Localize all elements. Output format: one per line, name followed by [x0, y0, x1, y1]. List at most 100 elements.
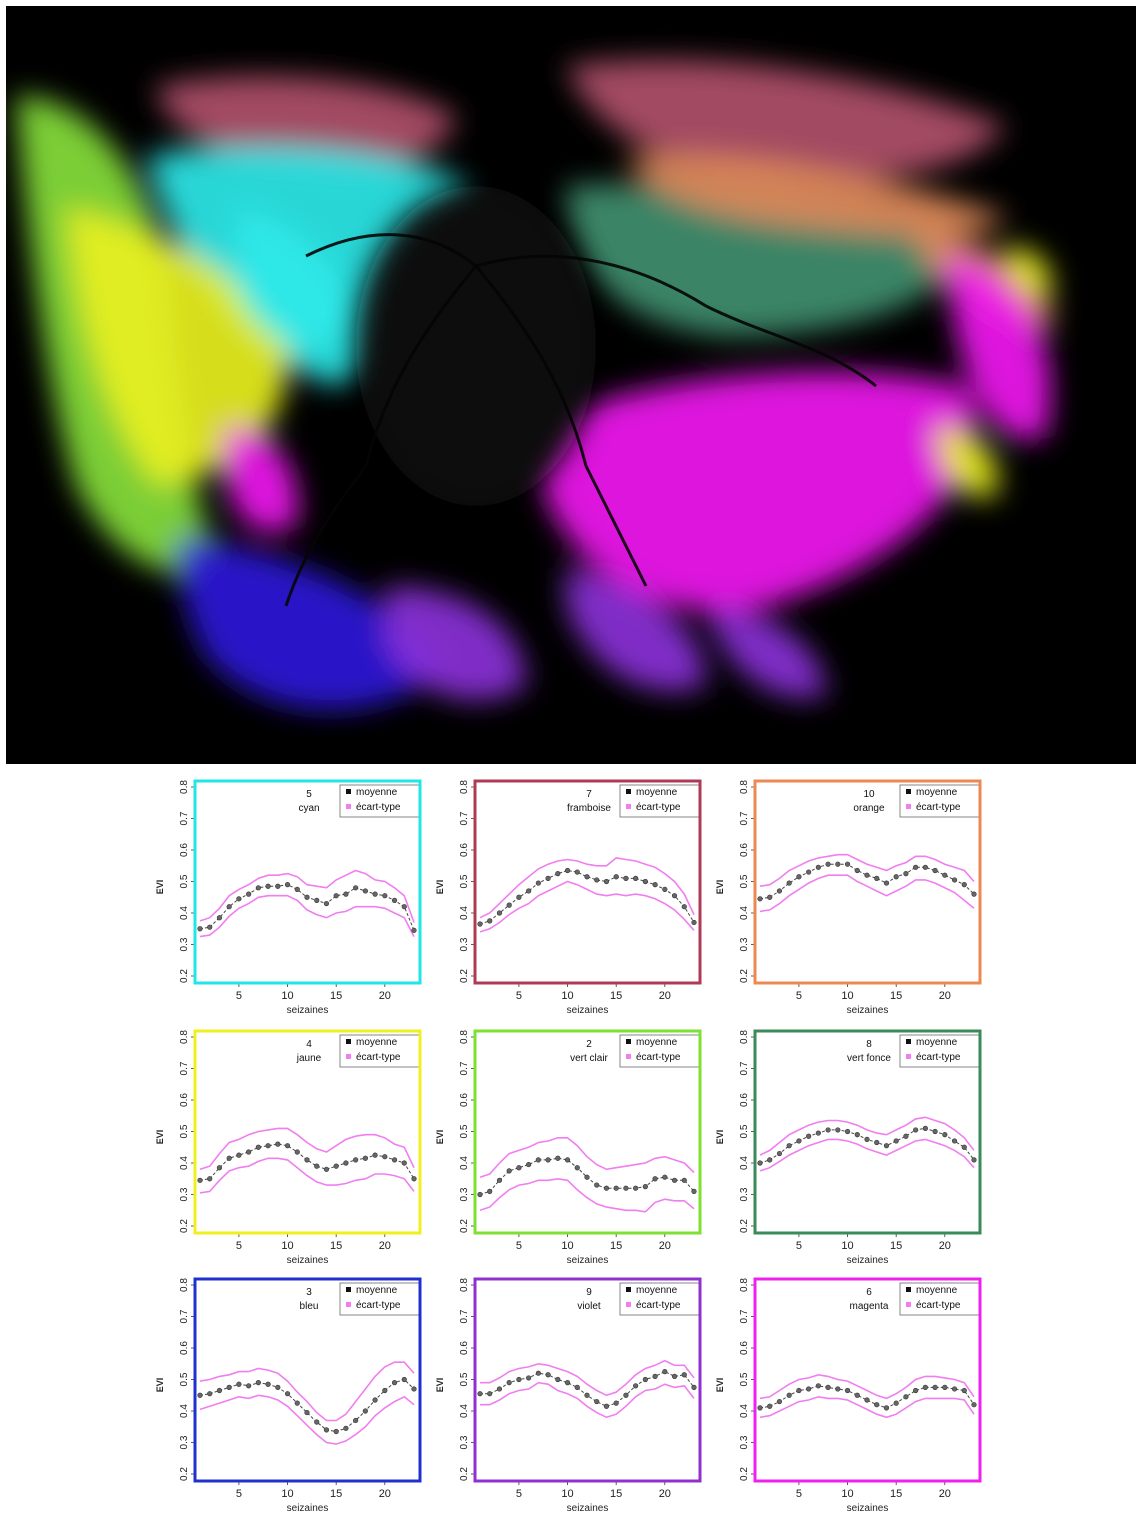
mean-point [314, 1163, 320, 1169]
mean-point [922, 1125, 928, 1131]
mean-point [767, 894, 773, 900]
map-region-jaune [66, 206, 288, 486]
mean-point [265, 1381, 271, 1387]
mean-point [594, 1182, 600, 1188]
mean-point [786, 880, 792, 886]
mean-point [197, 1392, 203, 1398]
cluster-number: 2 [586, 1039, 592, 1050]
map-region-framboise [566, 59, 1006, 180]
panel-frame [473, 1277, 702, 1483]
legend-box [899, 1282, 981, 1316]
y-tick-label: 0.3 [739, 1435, 750, 1449]
mean-point [496, 1386, 503, 1392]
sd-upper-line [199, 869, 415, 923]
map-region-violet [566, 566, 706, 692]
mean-point [555, 1376, 561, 1383]
mean-point [372, 1397, 378, 1403]
mean-point [506, 902, 512, 908]
y-tick-label: 0.6 [739, 1341, 750, 1355]
mean-point [343, 1160, 349, 1166]
cluster-color-name: cyan [298, 803, 319, 814]
mean-point [275, 883, 281, 889]
mean-point [362, 1408, 368, 1414]
mean-line [480, 1371, 695, 1407]
mean-point [255, 885, 261, 891]
mean-point [284, 1391, 291, 1397]
mean-point [815, 1130, 821, 1136]
mean-point [603, 878, 610, 885]
mean-point [633, 875, 639, 881]
mean-line [199, 1378, 415, 1433]
mean-point [584, 1174, 590, 1180]
mean-point [535, 1157, 541, 1163]
y-tick-label: 0.7 [179, 1061, 190, 1075]
legend-box [899, 1034, 981, 1068]
y-tick-label: 0.3 [739, 937, 750, 951]
sd-lower-line [480, 1381, 695, 1419]
mean-point [825, 861, 831, 867]
mean-point [825, 1384, 831, 1390]
mean-point [362, 1155, 368, 1161]
mean-point [333, 1163, 339, 1169]
mean-point [932, 1384, 938, 1390]
mean-point [844, 861, 851, 867]
y-tick-label: 0.4 [459, 906, 470, 920]
mean-point [613, 1400, 619, 1406]
mean-point [401, 904, 407, 910]
y-tick-label: 0.3 [459, 1187, 470, 1201]
mean-point [883, 880, 890, 886]
sd-lower-line [759, 874, 975, 913]
mean-point [391, 1380, 398, 1386]
map-rivers [284, 233, 877, 607]
mean-point [236, 1381, 242, 1387]
y-tick-label: 0.8 [459, 1278, 470, 1292]
mean-point [526, 888, 532, 894]
mean-point [343, 1425, 349, 1431]
x-tick-label: 15 [890, 1488, 902, 1500]
x-tick-label: 10 [281, 990, 293, 1002]
legend-box [339, 1282, 421, 1316]
y-tick-label: 0.8 [179, 1278, 190, 1292]
x-axis-label: seizaines [847, 1503, 889, 1514]
mean-point [681, 1177, 687, 1183]
legend-mean-swatch [346, 789, 351, 794]
mean-point [961, 1387, 967, 1394]
y-tick-label: 0.2 [179, 1219, 190, 1233]
y-tick-label: 0.5 [459, 1124, 470, 1138]
y-tick-label: 0.7 [179, 811, 190, 825]
mean-point [835, 1127, 841, 1133]
panel-frame [193, 1277, 422, 1483]
y-tick-label: 0.5 [739, 874, 750, 888]
mean-point [207, 924, 213, 930]
mean-point [942, 1132, 948, 1138]
legend-mean-label: moyenne [356, 1037, 398, 1048]
mean-point [197, 926, 203, 932]
mean-point [642, 1376, 648, 1383]
map-region-bleu [176, 536, 446, 710]
cluster-color-name: bleu [300, 1301, 319, 1312]
mean-point [284, 882, 291, 888]
y-tick-label: 0.5 [179, 1124, 190, 1138]
evi-chart: 0.2 0.3 0.4 0.5 0.6 0.7 0.8 EVI 5 10 15 20 seizaines… [435, 1277, 702, 1514]
y-tick-label: 0.6 [179, 843, 190, 857]
mean-point [623, 875, 629, 881]
x-axis-label: seizaines [567, 1005, 609, 1016]
legend: moyenne écart-type [899, 784, 981, 818]
mean-point [883, 1405, 890, 1411]
mean-point [932, 1128, 938, 1135]
y-tick-label: 0.2 [739, 969, 750, 983]
legend-box [619, 1282, 701, 1316]
x-tick-label: 5 [796, 990, 802, 1002]
x-tick-label: 15 [610, 1240, 622, 1252]
x-tick-label: 15 [330, 1488, 342, 1500]
legend-mean-swatch [906, 1039, 911, 1044]
mean-point [652, 882, 658, 888]
panel-frame [193, 779, 422, 985]
mean-point [844, 1387, 851, 1394]
mean-point [594, 877, 600, 883]
mean-point [806, 1133, 812, 1139]
mean-point [922, 864, 928, 870]
panel-frame [753, 1029, 982, 1235]
legend-mean-label: moyenne [356, 787, 398, 798]
mean-point [942, 1384, 948, 1390]
